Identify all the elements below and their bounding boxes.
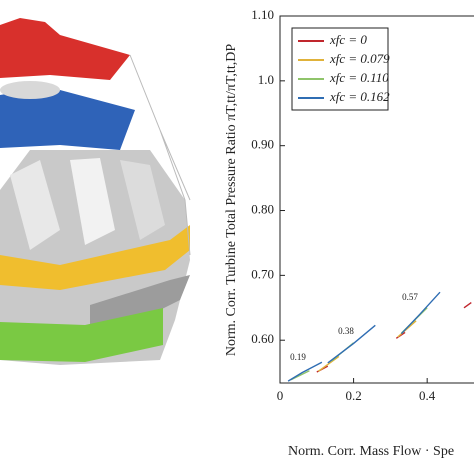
series-line (287, 291, 441, 382)
x-tick-label: 0 (277, 388, 284, 403)
outline (129, 54, 191, 256)
y-tick-label: 0.80 (251, 202, 274, 217)
y-tick-label: 0.60 (251, 331, 274, 346)
green-band (0, 308, 163, 362)
speed-label: 0.38 (338, 326, 354, 336)
red-cap (0, 18, 130, 80)
y-tick-label: 1.10 (251, 7, 274, 22)
x-axis-label: Norm. Corr. Mass Flow · Spe (288, 444, 454, 459)
y-tick-label: 1.0 (258, 72, 274, 87)
legend-label: xfc = 0.079 (329, 51, 390, 66)
x-tick-label: 0.4 (419, 388, 436, 403)
blue-band (0, 90, 135, 150)
speed-label: 0.19 (290, 352, 306, 362)
series-line (317, 320, 417, 372)
yellow-band (0, 225, 190, 290)
series-line (316, 302, 472, 373)
blade (10, 160, 60, 250)
turbine-render (0, 18, 191, 365)
blade (120, 160, 165, 240)
y-axis-label: Norm. Corr. Turbine Total Pressure Ratio… (224, 44, 239, 356)
legend-label: xfc = 0 (329, 32, 367, 47)
speed-label: 0.57 (402, 292, 418, 302)
plot-area: 0.60 0.70 0.80 0.90 1.0 1.10 0 0.2 0.4 0.19 0.38 0.… (251, 7, 474, 403)
legend-label: xfc = 0.162 (329, 89, 390, 104)
y-tick-label: 0.70 (251, 266, 274, 281)
hub (0, 81, 60, 99)
legend-label: xfc = 0.110 (329, 70, 389, 85)
y-tick-label: 0.90 (251, 137, 274, 152)
blade (70, 158, 115, 245)
x-tick-label: 0.2 (345, 388, 361, 403)
blade (90, 275, 190, 325)
axes-frame (279, 15, 474, 384)
series-line (290, 307, 428, 381)
